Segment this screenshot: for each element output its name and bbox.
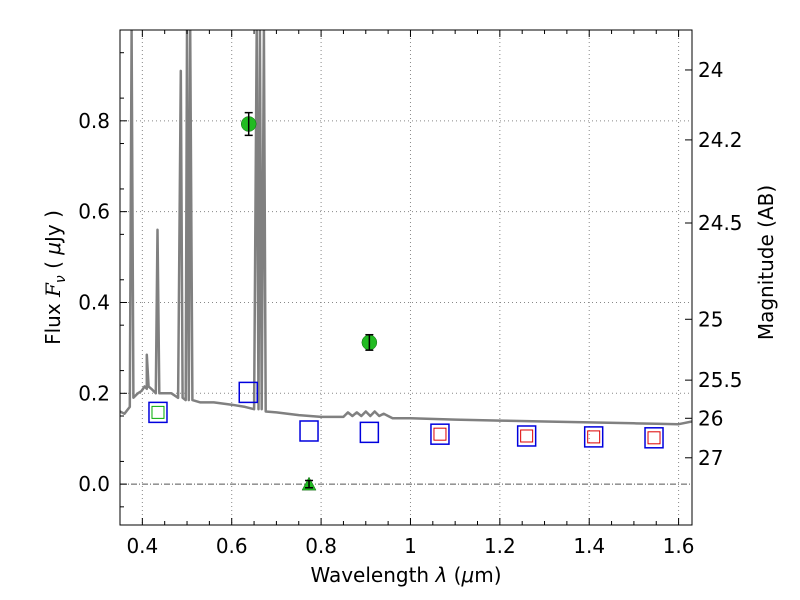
plot-frame bbox=[119, 29, 693, 526]
axes: 0.4 0.6 0.8 1 1.2 1.4 1.6 0.0 0.2 0.4 0.6 0.8 24 24.2… bbox=[78, 30, 743, 558]
x-tick-label: 0.4 bbox=[126, 534, 158, 558]
x-tick-label: 0.8 bbox=[305, 534, 337, 558]
model-point-red bbox=[647, 431, 661, 445]
x-tick-label: 1.6 bbox=[663, 534, 695, 558]
y-tick-label: 0.8 bbox=[78, 109, 110, 133]
right-tick-label: 24 bbox=[698, 58, 723, 82]
model-point-blue bbox=[148, 401, 168, 424]
x-axis-label-unit: ( bbox=[447, 563, 461, 587]
model-point-blue bbox=[516, 425, 537, 447]
y-tick-label: 0.4 bbox=[78, 290, 110, 314]
y-axis-label-text: Flux bbox=[41, 297, 65, 345]
right-tick-label: 27 bbox=[698, 446, 723, 470]
y-axis-label-paren: ( bbox=[41, 255, 65, 276]
x-axis-label-text: Wavelength bbox=[310, 563, 435, 587]
model-point-blue bbox=[359, 421, 380, 444]
right-tick-label: 24.5 bbox=[698, 211, 743, 235]
model-point-red bbox=[520, 429, 534, 443]
x-axis-label-lambda: λ bbox=[434, 563, 447, 587]
model-point-blue bbox=[238, 381, 259, 404]
x-axis-label-mu: μ bbox=[460, 563, 474, 587]
y-axis-label-f: F bbox=[41, 282, 65, 298]
right-tick-label: 26 bbox=[698, 406, 723, 430]
right-tick-label: 24.2 bbox=[698, 128, 743, 152]
model-point-red bbox=[587, 430, 601, 444]
sed-curve-path bbox=[120, 30, 692, 426]
right-tick-label: 25.5 bbox=[698, 368, 743, 392]
right-axis-label: Magnitude (AB) bbox=[754, 185, 778, 340]
x-tick-label: 1.2 bbox=[484, 534, 516, 558]
model-point-blue bbox=[299, 420, 319, 442]
y-axis-label-nu: ν bbox=[53, 275, 69, 283]
model-point-blue bbox=[430, 423, 450, 445]
x-tick-label: 0.6 bbox=[216, 534, 248, 558]
model-point-red bbox=[433, 427, 447, 441]
sed-model-curve bbox=[120, 30, 692, 426]
right-tick-label: 25 bbox=[698, 307, 723, 331]
y-tick-label: 0.6 bbox=[78, 200, 110, 224]
y-tick-label: 0.2 bbox=[78, 381, 110, 405]
x-axis-label-unit-end: m) bbox=[474, 563, 501, 587]
grid bbox=[120, 30, 692, 525]
x-tick-label: 1.4 bbox=[573, 534, 605, 558]
y-axis-label-mu: μ bbox=[41, 242, 65, 256]
data-points bbox=[148, 111, 664, 491]
model-point-green bbox=[151, 405, 165, 419]
x-axis-label: Wavelength λ (μm) bbox=[310, 563, 501, 587]
model-point-blue bbox=[644, 427, 664, 449]
y-axis-label-unit: Jy ) bbox=[41, 210, 65, 244]
y-axis-label: Flux Fν ( μJy ) bbox=[41, 210, 69, 345]
x-tick-label: 1 bbox=[404, 534, 417, 558]
y-tick-label: 0.0 bbox=[78, 472, 110, 496]
model-point-blue bbox=[583, 426, 604, 448]
